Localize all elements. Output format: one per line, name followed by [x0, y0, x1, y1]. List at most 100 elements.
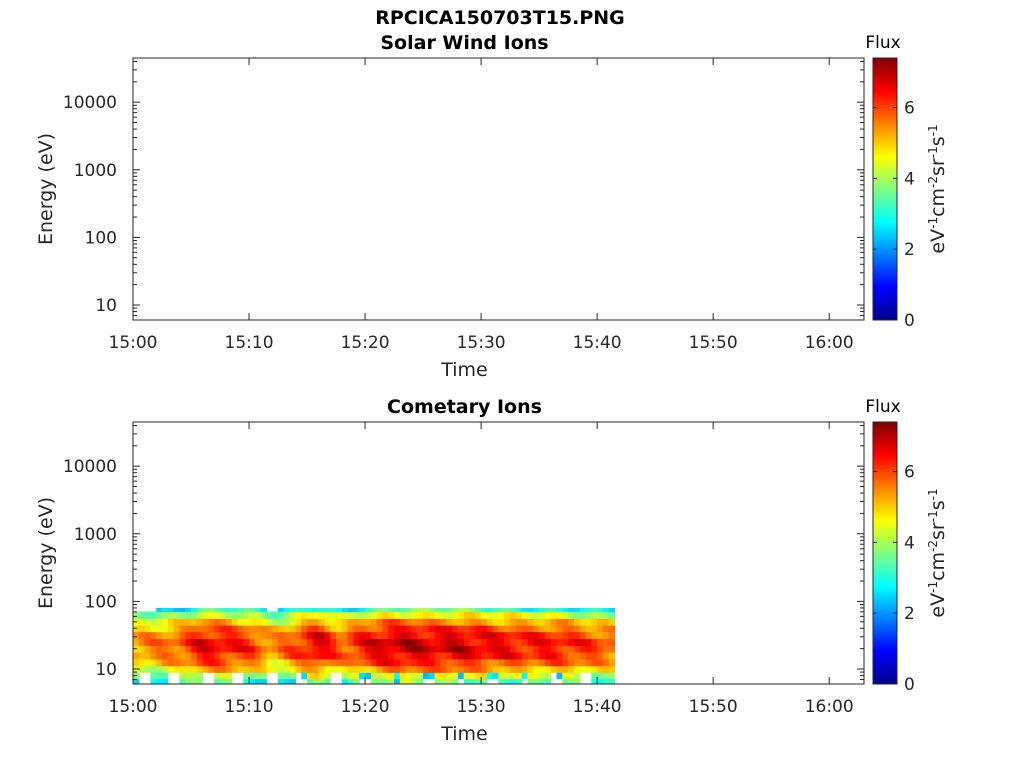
- heatmap-cell: [254, 618, 262, 626]
- x-tick-label: 15:10: [225, 697, 274, 717]
- heatmap-cell: [185, 625, 192, 633]
- heatmap-cell: [504, 651, 511, 660]
- heatmap-cell: [289, 625, 297, 633]
- heatmap-cell: [254, 651, 262, 660]
- heatmap-cell: [243, 651, 250, 660]
- heatmap-cell: [440, 658, 447, 667]
- heatmap-cell: [608, 607, 616, 613]
- heatmap-cell: [202, 651, 210, 660]
- heatmap-cell: [475, 672, 482, 680]
- heatmap-cell: [196, 658, 204, 667]
- heatmap-cell: [324, 672, 331, 680]
- heatmap-cell: [196, 631, 204, 640]
- heatmap-cell: [475, 625, 482, 633]
- heatmap-cell: [191, 665, 198, 673]
- heatmap-cell: [481, 645, 488, 653]
- heatmap-cell: [266, 625, 273, 633]
- heatmap-cell: [220, 611, 227, 619]
- heatmap-cell: [463, 611, 471, 619]
- heatmap-cell: [399, 607, 407, 613]
- heatmap-cell: [283, 618, 291, 626]
- heatmap-cell: [591, 672, 598, 680]
- heatmap-cell: [249, 665, 256, 673]
- heatmap-cell: [504, 645, 511, 653]
- heatmap-cell: [133, 678, 140, 684]
- heatmap-cell: [370, 611, 378, 619]
- heatmap-cell: [579, 631, 587, 640]
- heatmap-cell: [411, 611, 418, 619]
- heatmap-cell: [162, 672, 169, 680]
- heatmap-cell: [417, 672, 424, 680]
- heatmap-cell: [568, 658, 575, 667]
- heatmap-cell: [446, 651, 453, 660]
- heatmap-cell: [498, 651, 505, 660]
- heatmap-cell: [202, 638, 210, 646]
- heatmap-cell: [249, 651, 256, 660]
- heatmap-cell: [312, 625, 320, 633]
- heatmap-cell: [452, 607, 459, 613]
- heatmap-cell: [162, 625, 169, 633]
- heatmap-cell: [295, 651, 302, 660]
- heatmap-cell: [312, 651, 320, 660]
- colorbar-tick-label: 6: [904, 463, 915, 483]
- heatmap-cell: [463, 658, 471, 667]
- heatmap-cell: [434, 607, 442, 613]
- heatmap-cell: [457, 607, 465, 613]
- heatmap-cell: [191, 625, 198, 633]
- heatmap-cell: [324, 665, 331, 673]
- heatmap-cell: [225, 631, 233, 640]
- heatmap-cell: [162, 611, 169, 619]
- heatmap-cell: [498, 631, 505, 640]
- heatmap-cell: [423, 665, 430, 673]
- heatmap-cell: [278, 672, 285, 680]
- heatmap-cell: [608, 672, 616, 680]
- heatmap-cell: [481, 618, 488, 626]
- heatmap-cell: [475, 607, 482, 613]
- heatmap-cell: [330, 651, 337, 660]
- heatmap-cell: [550, 645, 558, 653]
- heatmap-cell: [481, 651, 488, 660]
- heatmap-cell: [370, 665, 378, 673]
- heatmap-cell: [428, 618, 436, 626]
- heatmap-cell: [283, 665, 291, 673]
- heatmap-cell: [347, 658, 355, 667]
- heatmap-cell: [220, 672, 227, 680]
- heatmap-cell: [214, 678, 221, 684]
- heatmap-cell: [185, 638, 192, 646]
- heatmap-cell: [185, 607, 192, 613]
- heatmap-cell: [428, 658, 436, 667]
- y-tick-label: 1000: [74, 161, 117, 181]
- heatmap-cell: [399, 611, 407, 619]
- heatmap-cell: [481, 678, 488, 684]
- heatmap-cell: [266, 665, 273, 673]
- heatmap-cell: [365, 658, 372, 667]
- heatmap-cell: [521, 638, 529, 646]
- heatmap-cell: [185, 678, 192, 684]
- heatmap-cell: [260, 625, 268, 633]
- heatmap-cell: [365, 645, 372, 653]
- heatmap-cell: [179, 678, 186, 684]
- heatmap-cell: [254, 631, 262, 640]
- heatmap-cell: [289, 651, 297, 660]
- heatmap-cell: [568, 618, 575, 626]
- heatmap-cell: [237, 645, 244, 653]
- heatmap-cell: [597, 607, 604, 613]
- heatmap-cell: [452, 672, 459, 680]
- heatmap-cell: [608, 665, 616, 673]
- heatmap-cell: [568, 645, 575, 653]
- heatmap-cell: [376, 611, 384, 619]
- heatmap-cell: [515, 611, 523, 619]
- heatmap-cell: [214, 607, 221, 613]
- heatmap-cell: [446, 665, 453, 673]
- heatmap-cell: [144, 658, 151, 667]
- heatmap-cell: [266, 645, 273, 653]
- heatmap-cell: [225, 672, 233, 680]
- heatmap-cell: [179, 672, 186, 680]
- heatmap-cell: [504, 665, 511, 673]
- heatmap-cell: [399, 672, 407, 680]
- heatmap-cell: [405, 638, 413, 646]
- heatmap-cell: [527, 638, 534, 646]
- heatmap-cell: [417, 638, 424, 646]
- heatmap-cell: [434, 651, 442, 660]
- heatmap-cell: [196, 625, 204, 633]
